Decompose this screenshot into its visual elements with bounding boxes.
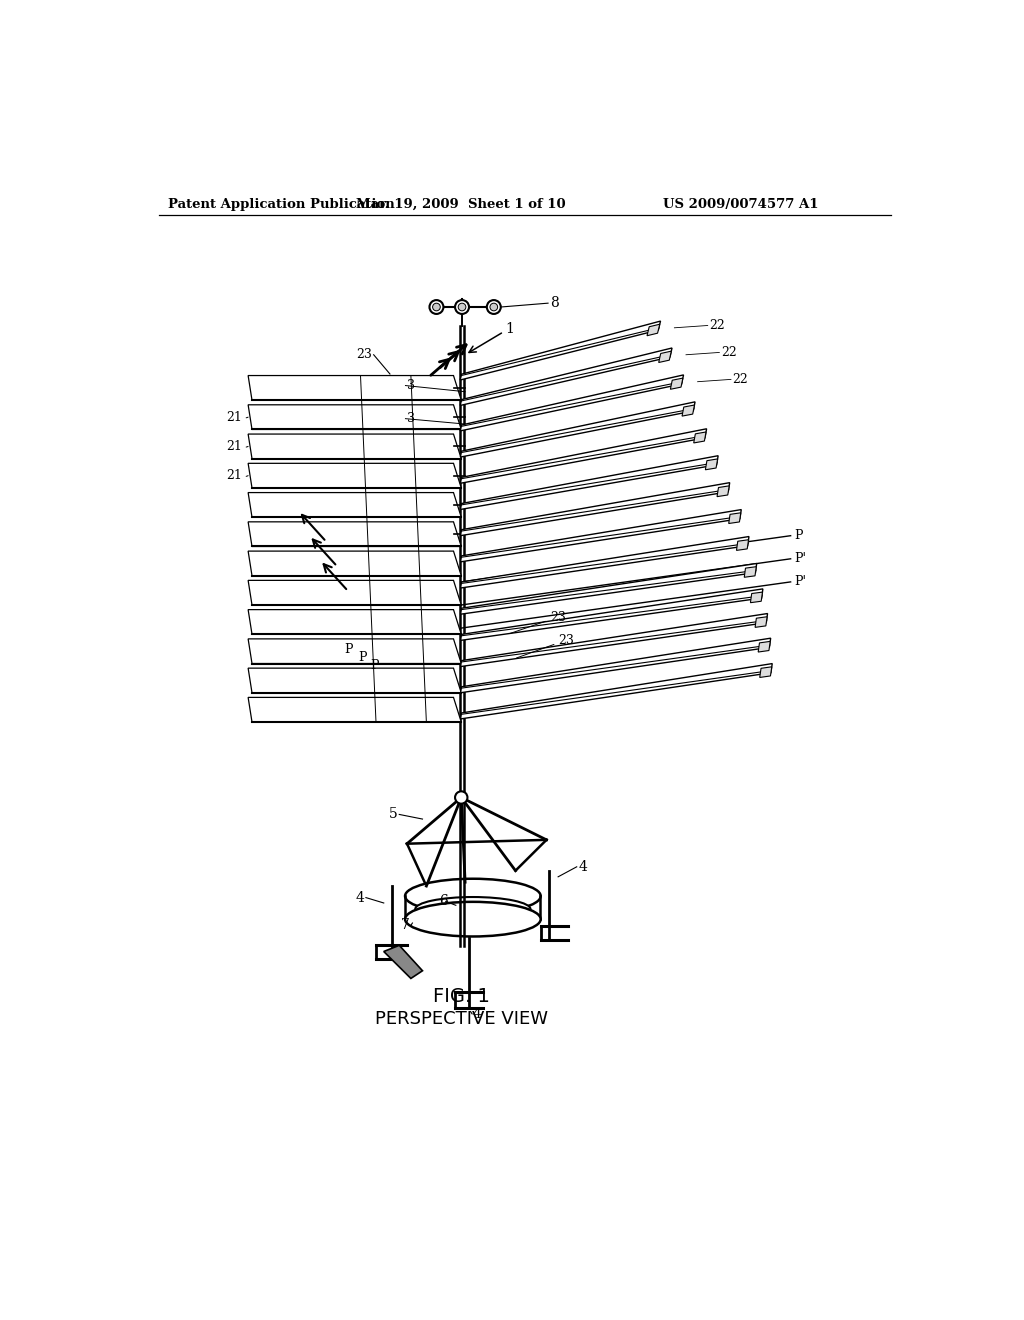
- Polygon shape: [248, 463, 461, 488]
- Text: 4: 4: [355, 891, 365, 904]
- Polygon shape: [384, 945, 423, 978]
- Text: US 2009/0074577 A1: US 2009/0074577 A1: [663, 198, 818, 211]
- Polygon shape: [248, 697, 461, 722]
- Polygon shape: [461, 375, 683, 430]
- Circle shape: [429, 300, 443, 314]
- Text: FIG. 1: FIG. 1: [433, 986, 489, 1006]
- Polygon shape: [248, 610, 461, 635]
- Text: 22: 22: [721, 346, 736, 359]
- Text: 23: 23: [558, 634, 574, 647]
- Text: 3: 3: [407, 412, 415, 425]
- Polygon shape: [647, 325, 659, 335]
- Polygon shape: [461, 589, 763, 640]
- Polygon shape: [717, 486, 729, 496]
- Polygon shape: [693, 432, 706, 444]
- Text: P: P: [357, 651, 367, 664]
- Polygon shape: [248, 639, 461, 664]
- Polygon shape: [729, 512, 740, 524]
- Text: 1: 1: [506, 322, 514, 337]
- Circle shape: [458, 304, 466, 310]
- Text: PERSPECTIVE VIEW: PERSPECTIVE VIEW: [375, 1010, 548, 1028]
- Polygon shape: [461, 664, 772, 719]
- Text: P': P': [795, 576, 807, 589]
- Circle shape: [432, 304, 440, 310]
- Text: 21: 21: [226, 469, 242, 482]
- Text: 5: 5: [389, 808, 397, 821]
- Polygon shape: [461, 455, 718, 510]
- Text: 23: 23: [550, 611, 566, 624]
- Text: 3: 3: [407, 379, 415, 392]
- Text: 21: 21: [226, 440, 242, 453]
- Polygon shape: [460, 348, 672, 405]
- Polygon shape: [248, 376, 461, 400]
- Polygon shape: [461, 536, 749, 587]
- Text: 4: 4: [473, 1007, 481, 1020]
- Ellipse shape: [416, 898, 530, 921]
- Polygon shape: [248, 405, 461, 429]
- Text: 8: 8: [550, 296, 559, 310]
- Polygon shape: [706, 459, 718, 470]
- Text: P': P': [795, 552, 807, 565]
- Circle shape: [489, 304, 498, 310]
- Polygon shape: [248, 521, 461, 546]
- Polygon shape: [248, 552, 461, 576]
- Polygon shape: [248, 492, 461, 517]
- Circle shape: [486, 300, 501, 314]
- Polygon shape: [248, 434, 461, 459]
- Text: 6: 6: [439, 895, 447, 908]
- Polygon shape: [760, 667, 772, 677]
- Polygon shape: [744, 566, 757, 577]
- Text: 23: 23: [356, 348, 372, 362]
- Polygon shape: [461, 614, 768, 667]
- Text: 4: 4: [579, 859, 587, 874]
- Text: Patent Application Publication: Patent Application Publication: [168, 198, 395, 211]
- Circle shape: [455, 792, 467, 804]
- Polygon shape: [671, 378, 683, 389]
- Polygon shape: [755, 616, 767, 627]
- Polygon shape: [682, 405, 694, 416]
- Polygon shape: [461, 638, 771, 693]
- Text: Mar. 19, 2009  Sheet 1 of 10: Mar. 19, 2009 Sheet 1 of 10: [356, 198, 566, 211]
- Text: 22: 22: [732, 372, 749, 385]
- Circle shape: [455, 300, 469, 314]
- Polygon shape: [461, 483, 730, 536]
- Polygon shape: [736, 540, 749, 550]
- Text: 7: 7: [400, 919, 410, 932]
- Ellipse shape: [406, 879, 541, 913]
- Polygon shape: [461, 401, 695, 457]
- Polygon shape: [658, 351, 672, 363]
- Text: 22: 22: [710, 319, 725, 333]
- Ellipse shape: [406, 902, 541, 936]
- Polygon shape: [751, 593, 763, 603]
- Polygon shape: [248, 581, 461, 605]
- Polygon shape: [460, 321, 660, 380]
- Text: P: P: [371, 659, 379, 672]
- Text: 21: 21: [226, 411, 242, 424]
- Polygon shape: [461, 564, 757, 614]
- Polygon shape: [248, 668, 461, 693]
- Polygon shape: [461, 510, 741, 562]
- Polygon shape: [758, 642, 770, 652]
- Text: P: P: [795, 529, 803, 543]
- Polygon shape: [461, 429, 707, 483]
- Text: P: P: [345, 643, 353, 656]
